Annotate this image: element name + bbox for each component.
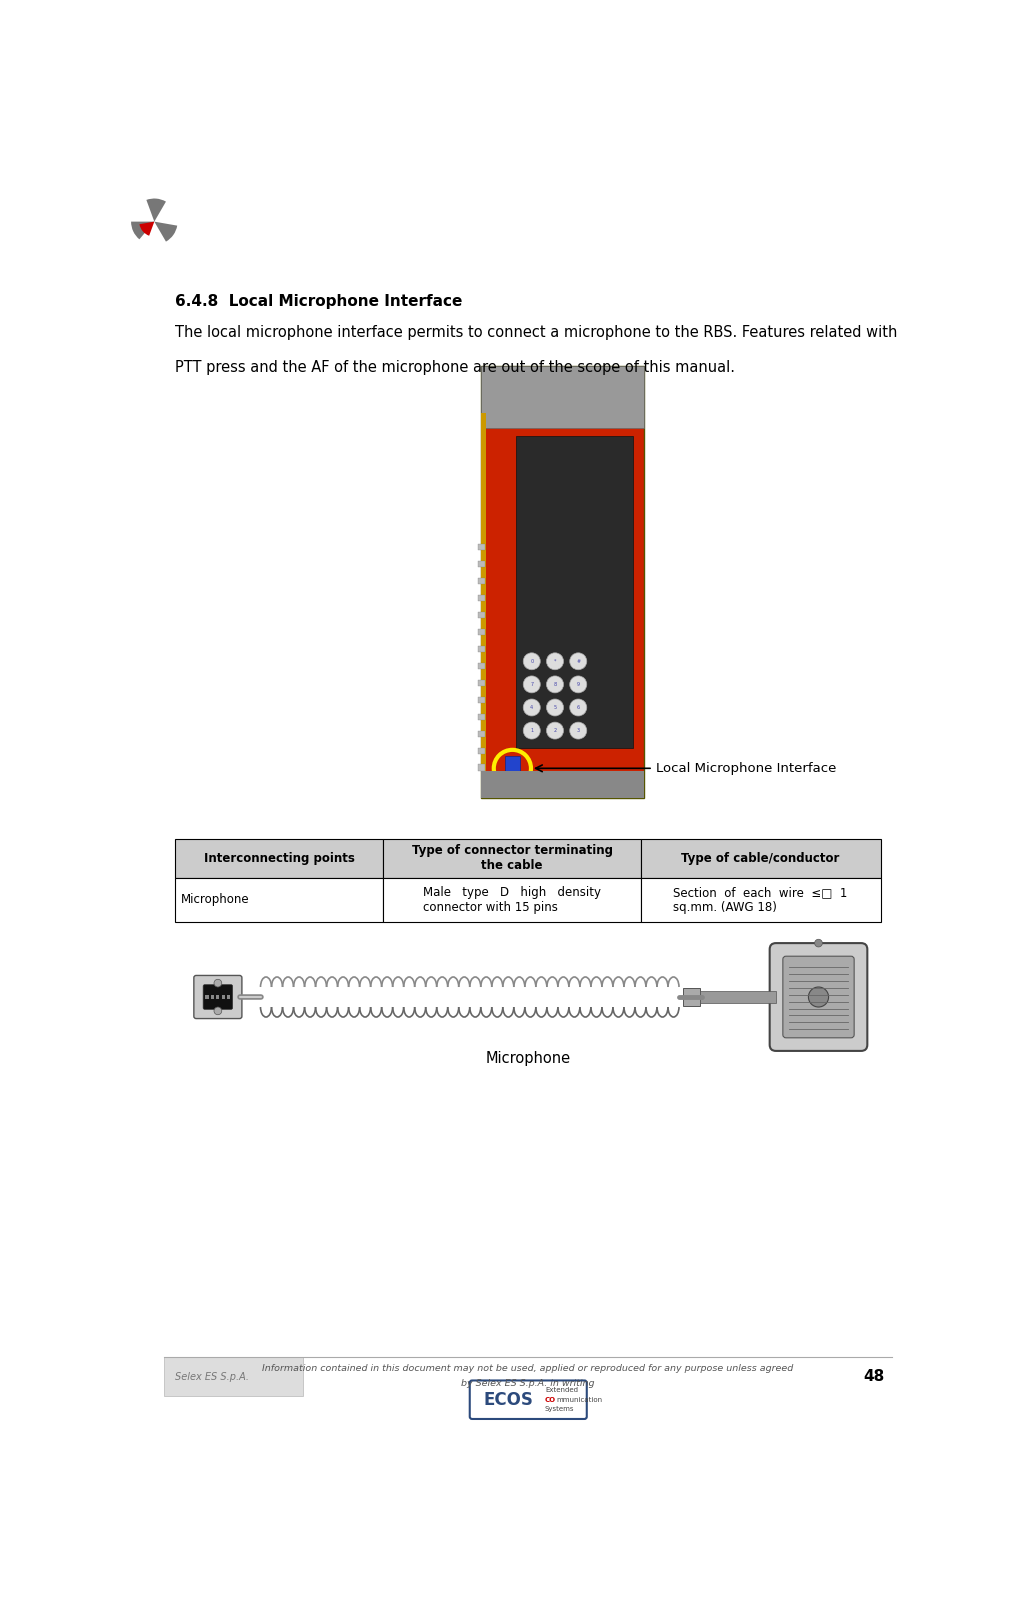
Bar bbox=[478, 697, 485, 702]
Text: Interconnecting points: Interconnecting points bbox=[204, 851, 354, 866]
Circle shape bbox=[547, 699, 563, 717]
Bar bbox=[641, 838, 881, 878]
Bar bbox=[641, 878, 881, 922]
Wedge shape bbox=[154, 221, 177, 242]
Text: Type of cable/conductor: Type of cable/conductor bbox=[682, 851, 839, 866]
Bar bbox=[505, 757, 520, 781]
Bar bbox=[478, 680, 485, 686]
Text: mmunication: mmunication bbox=[556, 1396, 603, 1403]
Text: 5: 5 bbox=[553, 705, 556, 710]
Text: Male   type   D   high   density
connector with 15 pins: Male type D high density connector with … bbox=[423, 886, 602, 914]
Text: Information contained in this document may not be used, applied or reproduced fo: Information contained in this document m… bbox=[263, 1364, 793, 1372]
Circle shape bbox=[523, 652, 541, 670]
Text: 6: 6 bbox=[577, 705, 580, 710]
Text: 0: 0 bbox=[530, 659, 534, 664]
Bar bbox=[205, 995, 208, 999]
Text: 6.4.8  Local Microphone Interface: 6.4.8 Local Microphone Interface bbox=[175, 293, 462, 309]
Circle shape bbox=[523, 699, 541, 717]
Text: Type of connector terminating
the cable: Type of connector terminating the cable bbox=[412, 845, 613, 872]
Text: Microphone: Microphone bbox=[485, 1052, 571, 1066]
Circle shape bbox=[214, 979, 221, 987]
FancyBboxPatch shape bbox=[769, 943, 867, 1052]
Bar bbox=[478, 628, 485, 635]
Bar bbox=[478, 713, 485, 720]
Circle shape bbox=[570, 699, 587, 717]
Bar bbox=[478, 747, 485, 753]
Bar bbox=[164, 1358, 303, 1396]
Text: 2: 2 bbox=[553, 728, 556, 733]
Bar bbox=[175, 878, 383, 922]
Circle shape bbox=[809, 987, 828, 1007]
Bar bbox=[478, 545, 485, 550]
Text: 3: 3 bbox=[577, 728, 580, 733]
Text: 1: 1 bbox=[530, 728, 534, 733]
Bar bbox=[478, 646, 485, 652]
Bar bbox=[478, 662, 485, 668]
Bar bbox=[478, 612, 485, 619]
FancyBboxPatch shape bbox=[194, 976, 242, 1018]
Bar bbox=[383, 878, 641, 922]
Bar bbox=[481, 412, 486, 779]
Text: Systems: Systems bbox=[545, 1406, 575, 1412]
Text: PTT press and the AF of the microphone are out of the scope of this manual.: PTT press and the AF of the microphone a… bbox=[175, 361, 735, 375]
Wedge shape bbox=[139, 221, 154, 236]
Text: ECOS: ECOS bbox=[483, 1391, 534, 1409]
Circle shape bbox=[547, 676, 563, 692]
Bar bbox=[683, 987, 700, 1007]
Bar bbox=[481, 367, 644, 798]
Bar bbox=[228, 995, 231, 999]
Text: The local microphone interface permits to connect a microphone to the RBS. Featu: The local microphone interface permits t… bbox=[175, 325, 897, 340]
Bar bbox=[478, 595, 485, 601]
Bar bbox=[478, 561, 485, 567]
Text: *: * bbox=[554, 659, 556, 664]
Circle shape bbox=[570, 652, 587, 670]
Circle shape bbox=[523, 721, 541, 739]
Bar bbox=[478, 765, 485, 771]
Bar bbox=[221, 995, 225, 999]
Text: 9: 9 bbox=[577, 681, 580, 688]
Bar bbox=[516, 436, 632, 747]
Bar bbox=[175, 838, 383, 878]
Bar bbox=[481, 367, 644, 428]
Text: by Selex ES S.p.A. in writing: by Selex ES S.p.A. in writing bbox=[461, 1379, 594, 1388]
Text: #: # bbox=[576, 659, 580, 664]
Circle shape bbox=[547, 652, 563, 670]
Text: 8: 8 bbox=[553, 681, 556, 688]
FancyBboxPatch shape bbox=[470, 1380, 587, 1419]
Circle shape bbox=[570, 721, 587, 739]
Bar bbox=[216, 995, 219, 999]
Text: 48: 48 bbox=[863, 1369, 885, 1383]
FancyBboxPatch shape bbox=[783, 957, 854, 1037]
Text: Microphone: Microphone bbox=[180, 893, 249, 906]
Bar bbox=[211, 995, 214, 999]
Circle shape bbox=[523, 676, 541, 692]
Text: Local Microphone Interface: Local Microphone Interface bbox=[536, 761, 836, 774]
Text: Section  of  each  wire  ≤□  1
sq.mm. (AWG 18): Section of each wire ≤□ 1 sq.mm. (AWG 18… bbox=[674, 886, 848, 914]
Bar bbox=[478, 731, 485, 737]
Text: 4: 4 bbox=[530, 705, 534, 710]
Text: Selex ES S.p.A.: Selex ES S.p.A. bbox=[175, 1372, 249, 1382]
Circle shape bbox=[570, 676, 587, 692]
Bar bbox=[700, 991, 776, 1003]
Text: 7: 7 bbox=[530, 681, 534, 688]
Bar bbox=[478, 579, 485, 583]
Bar bbox=[383, 838, 641, 878]
Text: CO: CO bbox=[545, 1396, 556, 1403]
FancyBboxPatch shape bbox=[203, 984, 233, 1010]
Bar bbox=[481, 771, 644, 798]
Text: Extended: Extended bbox=[545, 1388, 578, 1393]
Circle shape bbox=[815, 939, 822, 947]
Wedge shape bbox=[146, 199, 166, 221]
Wedge shape bbox=[131, 221, 154, 239]
Circle shape bbox=[547, 721, 563, 739]
Circle shape bbox=[214, 1007, 221, 1015]
